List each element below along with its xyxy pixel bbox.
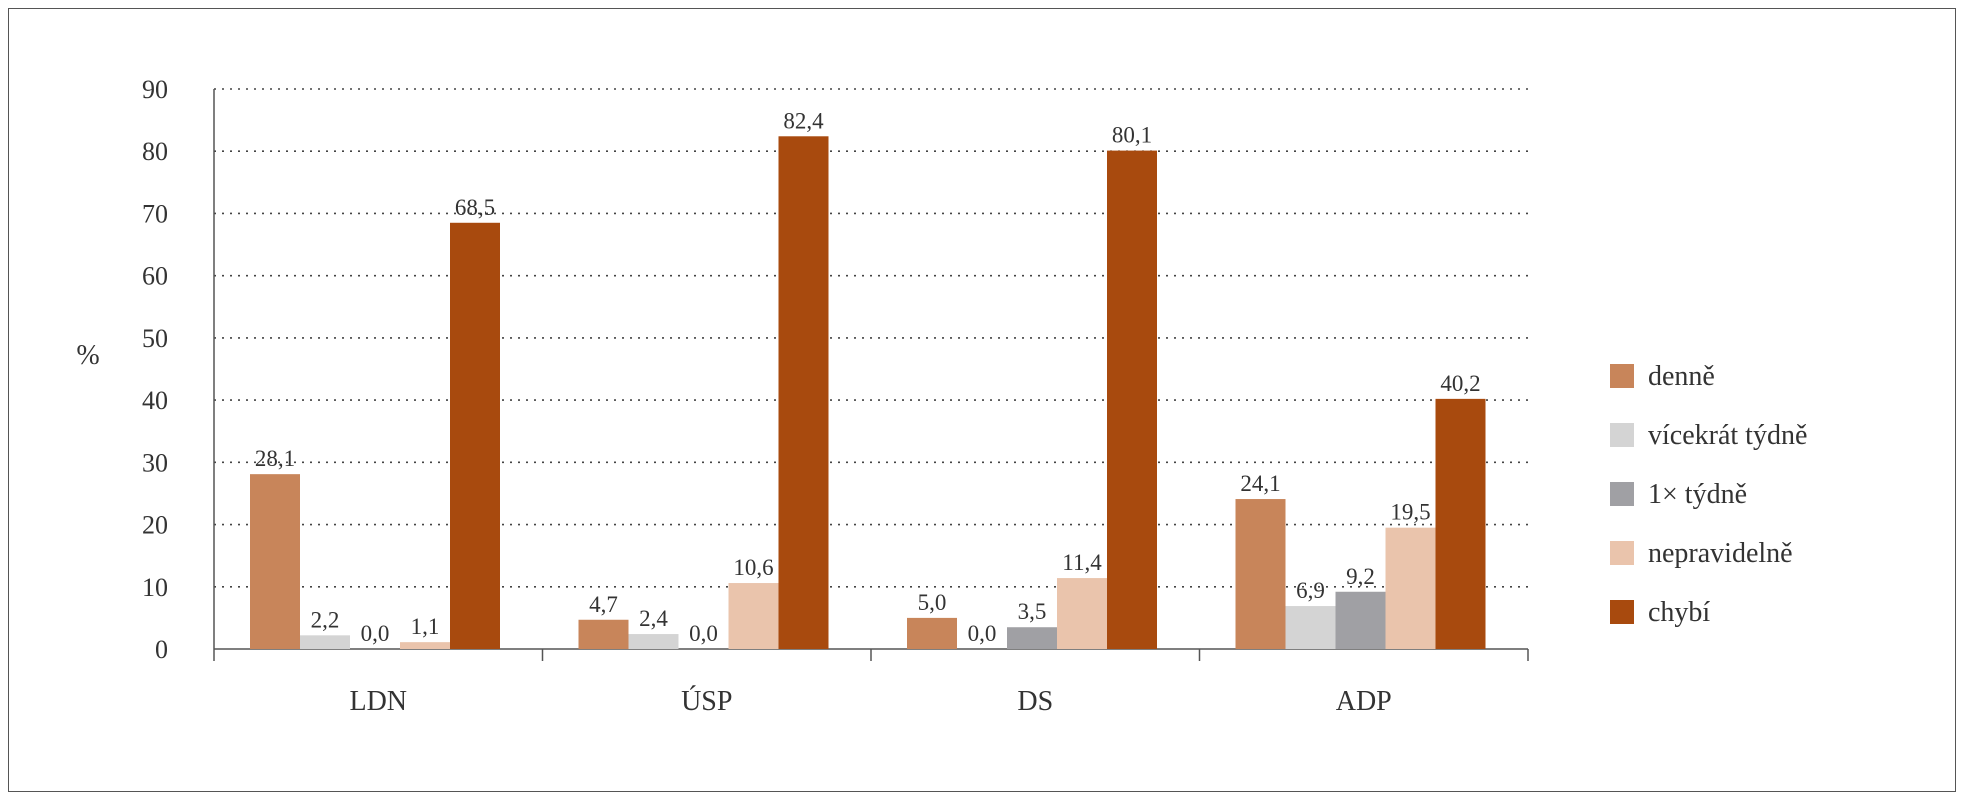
legend-label: vícekrát týdně [1648,420,1807,451]
bar [1107,150,1157,649]
data-label: 0,0 [968,621,997,646]
data-label: 1,1 [411,614,440,639]
bar [250,474,300,649]
legend-swatch [1610,600,1634,624]
y-tick-label: 80 [142,137,168,166]
x-category-label: ÚSP [681,686,732,717]
data-label: 3,5 [1018,599,1047,624]
data-label: 9,2 [1346,564,1375,589]
y-tick-label: 10 [142,573,168,602]
bar [578,619,629,649]
y-tick-label: 60 [142,262,168,291]
bars [250,136,1486,650]
data-label: 0,0 [361,621,390,646]
bar [400,642,450,649]
data-label: 19,5 [1390,500,1430,525]
y-tick-label: 50 [142,324,168,353]
y-tick-label: 40 [142,386,168,415]
bar [1007,627,1057,649]
y-tick-label: 20 [142,511,168,540]
y-tick-label: 30 [142,448,168,477]
bar [1435,398,1486,649]
bar [1385,527,1436,649]
legend-swatch [1610,541,1634,565]
data-label: 10,6 [733,555,773,580]
y-axis-label: % [76,340,99,371]
bar [1285,606,1336,649]
data-label: 2,2 [311,607,340,632]
legend-label: nepravidelně [1648,538,1793,569]
bar [907,617,957,649]
data-label: 5,0 [918,590,947,615]
legend-label: denně [1648,361,1715,392]
legend-swatch [1610,482,1634,506]
data-label: 11,4 [1062,550,1102,575]
data-labels: 28,1 2,2 0,0 1,1 68,5 4,7 2,4 0,0 10,6 82,4 5,0 0,0… [255,108,1481,646]
data-label: 2,4 [639,606,668,631]
bar [300,635,350,649]
legend-swatch [1610,423,1634,447]
x-category-label: ADP [1336,686,1392,717]
data-label: 24,1 [1240,471,1280,496]
grid-lines [214,88,1528,588]
bar [1057,578,1107,649]
legend: denně vícekrát týdně 1× týdně nepravidelně c… [1610,361,1807,628]
data-label: 80,1 [1112,123,1152,148]
data-label: 68,5 [455,195,495,220]
y-tick-label: 0 [155,635,168,664]
y-tick-label: 90 [142,75,168,104]
legend-label: chybí [1648,597,1710,628]
legend-label: 1× týdně [1648,479,1747,510]
x-category-label: LDN [349,686,407,717]
bar [778,136,829,650]
data-label: 0,0 [689,621,718,646]
bar [628,634,679,649]
data-label: 4,7 [589,592,618,617]
data-label: 28,1 [255,446,295,471]
x-category-label: DS [1017,686,1053,717]
data-label: 82,4 [783,108,824,133]
data-label: 6,9 [1296,578,1325,603]
legend-swatch [1610,364,1634,388]
bar [1335,591,1386,649]
y-tick-label: 70 [142,199,168,228]
bar [450,222,500,649]
bar [1235,499,1286,649]
data-label: 40,2 [1440,371,1480,396]
bar [728,583,779,649]
